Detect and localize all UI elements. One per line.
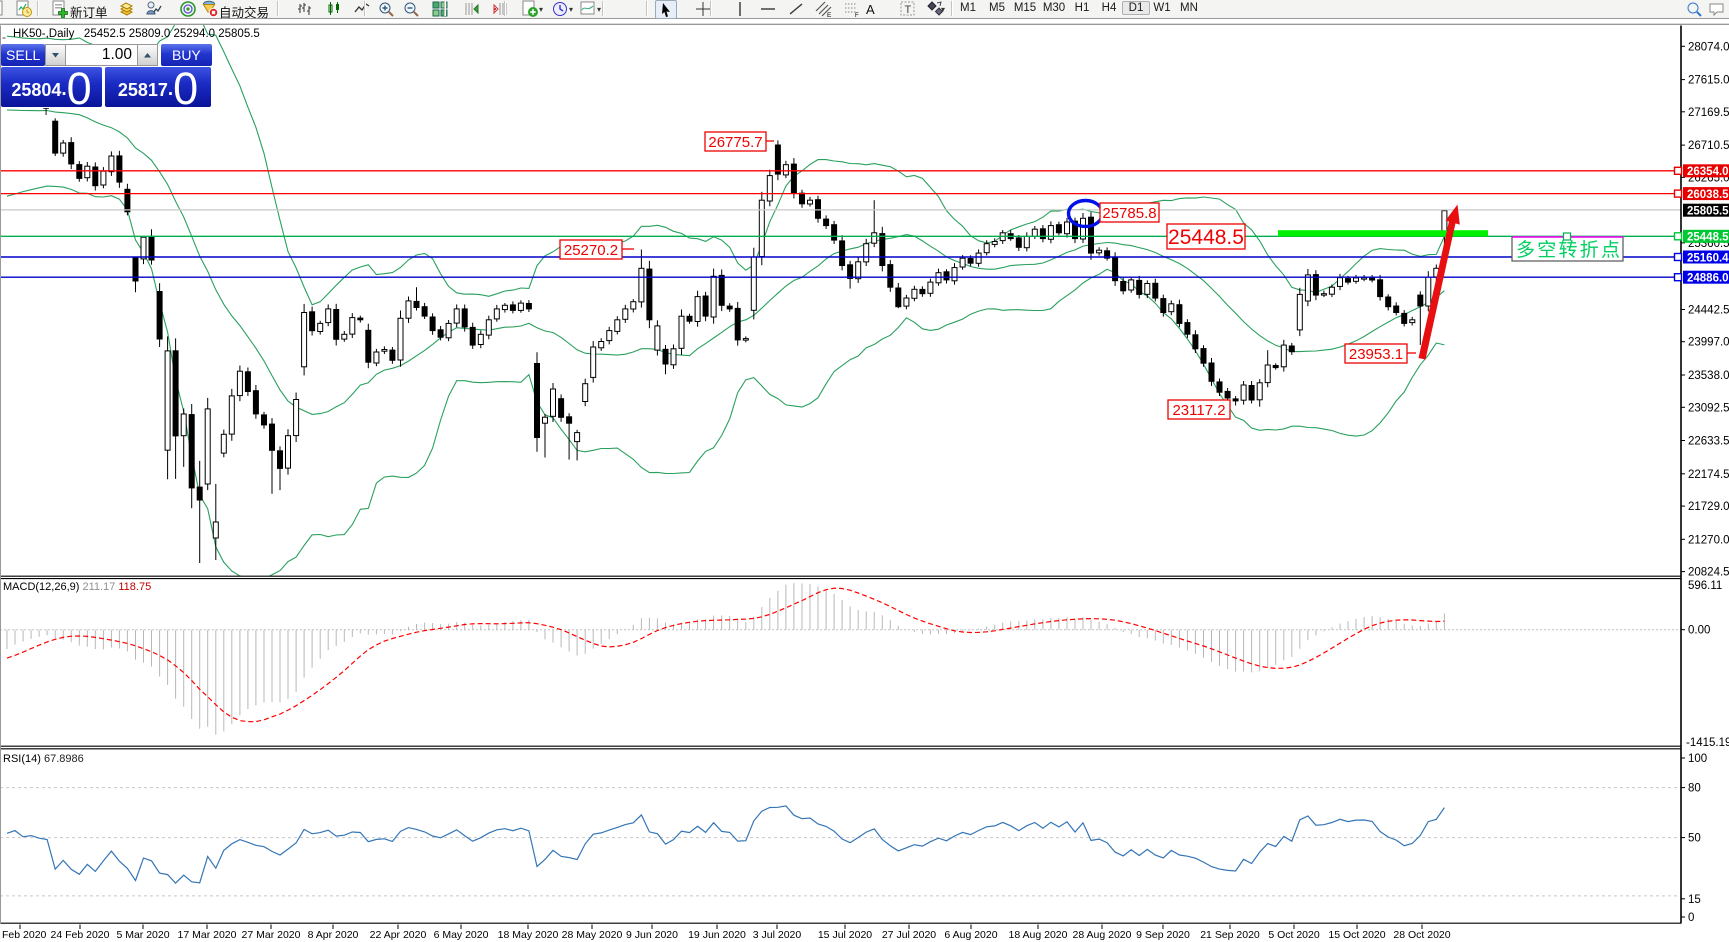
svg-text:6 Aug 2020: 6 Aug 2020 [944, 929, 997, 941]
svg-text:F: F [855, 13, 859, 18]
svg-text:E: E [827, 12, 832, 18]
svg-text:23117.2: 23117.2 [1172, 402, 1225, 419]
svg-text:22174.5: 22174.5 [1688, 469, 1729, 481]
svg-text:15 Oct 2020: 15 Oct 2020 [1328, 929, 1385, 941]
svg-text:27169.5: 27169.5 [1688, 107, 1729, 119]
svg-text:3 Jul 2020: 3 Jul 2020 [753, 929, 802, 941]
svg-text:26038.5: 26038.5 [1687, 189, 1729, 201]
svg-text:Feb 2020: Feb 2020 [2, 929, 47, 941]
svg-text:18 May 2020: 18 May 2020 [498, 929, 559, 941]
svg-text:24442.5: 24442.5 [1688, 305, 1729, 317]
svg-text:T: T [43, 107, 49, 118]
svg-text:19 Jun 2020: 19 Jun 2020 [688, 929, 746, 941]
svg-text:23953.1: 23953.1 [1349, 346, 1403, 363]
svg-text:0: 0 [1688, 912, 1694, 924]
svg-text:27 Jul 2020: 27 Jul 2020 [882, 929, 936, 941]
svg-text:5 Mar 2020: 5 Mar 2020 [116, 929, 169, 941]
svg-text:27 Mar 2020: 27 Mar 2020 [242, 929, 301, 941]
svg-text:100: 100 [1688, 753, 1707, 765]
svg-text:27615.0: 27615.0 [1688, 75, 1729, 87]
svg-text:15 Jul 2020: 15 Jul 2020 [818, 929, 872, 941]
svg-text:50: 50 [1688, 833, 1701, 845]
svg-text:28 Oct 2020: 28 Oct 2020 [1393, 929, 1450, 941]
svg-text:23997.0: 23997.0 [1688, 337, 1729, 349]
svg-text:MACD(12,26,9) 211.17 118.75: MACD(12,26,9) 211.17 118.75 [3, 581, 151, 593]
svg-text:26775.7: 26775.7 [708, 134, 762, 151]
svg-text:80: 80 [1688, 783, 1701, 795]
svg-text:24 Feb 2020: 24 Feb 2020 [51, 929, 110, 941]
svg-text:25805.5: 25805.5 [1687, 206, 1729, 218]
svg-text:25785.8: 25785.8 [1102, 205, 1156, 222]
svg-text:28 Aug 2020: 28 Aug 2020 [1073, 929, 1132, 941]
svg-text:20824.5: 20824.5 [1688, 567, 1729, 579]
svg-text:25160.4: 25160.4 [1687, 252, 1729, 264]
svg-text:26354.0: 26354.0 [1687, 166, 1729, 178]
svg-text:8 Apr 2020: 8 Apr 2020 [308, 929, 359, 941]
svg-text:22633.5: 22633.5 [1688, 436, 1729, 448]
svg-text:24886.0: 24886.0 [1687, 273, 1729, 285]
svg-text:21729.0: 21729.0 [1688, 501, 1729, 513]
svg-text:25448.5: 25448.5 [1168, 226, 1244, 249]
svg-text:18 Aug 2020: 18 Aug 2020 [1009, 929, 1068, 941]
svg-text:25270.2: 25270.2 [564, 242, 618, 259]
svg-text:RSI(14) 67.8986: RSI(14) 67.8986 [3, 753, 84, 765]
svg-text:T: T [905, 4, 912, 16]
svg-text:-1415.19: -1415.19 [1686, 737, 1729, 749]
svg-text:21 Sep 2020: 21 Sep 2020 [1200, 929, 1260, 941]
svg-text:28074.0: 28074.0 [1688, 41, 1729, 53]
svg-text:23538.0: 23538.0 [1688, 370, 1729, 382]
svg-text:26710.5: 26710.5 [1688, 140, 1729, 152]
svg-text:22 Apr 2020: 22 Apr 2020 [370, 929, 427, 941]
svg-text:5 Oct 2020: 5 Oct 2020 [1268, 929, 1320, 941]
svg-text:9 Sep 2020: 9 Sep 2020 [1136, 929, 1190, 941]
svg-text:25448.5: 25448.5 [1687, 232, 1729, 244]
svg-text:多空转折点: 多空转折点 [1516, 239, 1620, 261]
svg-text:6 May 2020: 6 May 2020 [434, 929, 489, 941]
svg-text:0.00: 0.00 [1688, 625, 1710, 637]
svg-text:17 Mar 2020: 17 Mar 2020 [178, 929, 237, 941]
svg-text:23092.5: 23092.5 [1688, 402, 1729, 414]
svg-text:9 Jun 2020: 9 Jun 2020 [626, 929, 678, 941]
svg-text:28 May 2020: 28 May 2020 [562, 929, 623, 941]
svg-text:21270.0: 21270.0 [1688, 534, 1729, 546]
svg-text:15: 15 [1688, 894, 1701, 906]
svg-text:596.11: 596.11 [1688, 580, 1722, 592]
